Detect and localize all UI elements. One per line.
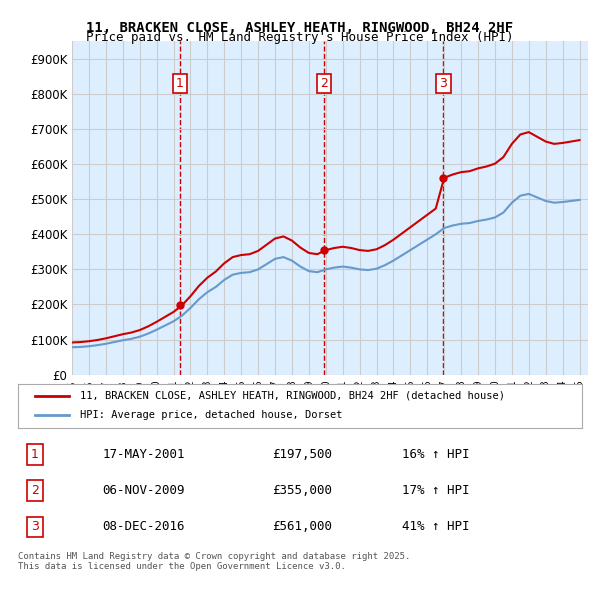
Text: 11, BRACKEN CLOSE, ASHLEY HEATH, RINGWOOD, BH24 2HF (detached house): 11, BRACKEN CLOSE, ASHLEY HEATH, RINGWOO…: [80, 391, 505, 401]
Text: Price paid vs. HM Land Registry's House Price Index (HPI): Price paid vs. HM Land Registry's House …: [86, 31, 514, 44]
Text: £561,000: £561,000: [272, 520, 332, 533]
Text: 41% ↑ HPI: 41% ↑ HPI: [401, 520, 469, 533]
Text: 3: 3: [31, 520, 39, 533]
Text: 2: 2: [31, 484, 39, 497]
Text: HPI: Average price, detached house, Dorset: HPI: Average price, detached house, Dors…: [80, 411, 343, 420]
Text: 16% ↑ HPI: 16% ↑ HPI: [401, 448, 469, 461]
Text: 17% ↑ HPI: 17% ↑ HPI: [401, 484, 469, 497]
Text: 1: 1: [31, 448, 39, 461]
Text: Contains HM Land Registry data © Crown copyright and database right 2025.
This d: Contains HM Land Registry data © Crown c…: [18, 552, 410, 571]
Text: 06-NOV-2009: 06-NOV-2009: [103, 484, 185, 497]
Text: £355,000: £355,000: [272, 484, 332, 497]
Text: 3: 3: [440, 77, 448, 90]
Text: 1: 1: [176, 77, 184, 90]
Text: 11, BRACKEN CLOSE, ASHLEY HEATH, RINGWOOD, BH24 2HF: 11, BRACKEN CLOSE, ASHLEY HEATH, RINGWOO…: [86, 21, 514, 35]
Text: 08-DEC-2016: 08-DEC-2016: [103, 520, 185, 533]
Text: 2: 2: [320, 77, 328, 90]
Text: £197,500: £197,500: [272, 448, 332, 461]
Text: 17-MAY-2001: 17-MAY-2001: [103, 448, 185, 461]
